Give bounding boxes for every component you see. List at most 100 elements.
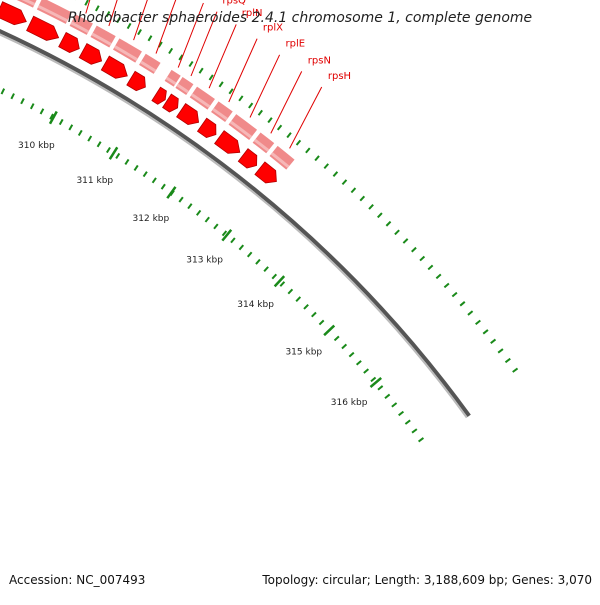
- gene-leader-line: [228, 38, 258, 103]
- inner-track-tick: [221, 230, 228, 237]
- kbp-tick: [108, 146, 119, 160]
- inner-track-tick: [404, 419, 411, 425]
- inner-track-tick: [384, 393, 391, 399]
- inner-track-tick: [295, 296, 302, 302]
- gene-band-rplB: [36, 0, 72, 24]
- outer-track-tick: [178, 54, 184, 61]
- inner-track-tick: [49, 113, 54, 120]
- inner-track-tick: [363, 368, 370, 374]
- inner-track-tick: [411, 428, 418, 434]
- cds-arrow-rplB: [26, 15, 60, 41]
- gene-label-rplN: rplN: [242, 8, 263, 19]
- outer-track-tick: [157, 41, 163, 48]
- gene-band-rplX: [211, 101, 233, 123]
- gene-band-highlight: [140, 60, 157, 73]
- gene-band-rplV: [90, 25, 116, 48]
- kbp-tick: [166, 186, 177, 199]
- outer-track-tick: [116, 16, 121, 24]
- gene-band-highlight: [91, 32, 112, 46]
- gene-label-rpsQ: rpsQ: [222, 0, 246, 6]
- inner-track-tick: [29, 103, 35, 110]
- gene-leader-line: [177, 2, 204, 68]
- outer-track-tick: [459, 301, 466, 307]
- cds-arrow-rplX: [196, 117, 217, 139]
- inner-track-tick: [77, 129, 83, 137]
- gene-leader-line: [85, 0, 91, 14]
- kbp-tick: [221, 229, 233, 242]
- kbp-tick-label: 310 kbp: [18, 141, 55, 151]
- outer-track-tick: [286, 132, 292, 139]
- inner-track-tick: [333, 335, 340, 342]
- outer-track-tick: [238, 95, 244, 102]
- gene-band-rpsN: [252, 132, 275, 154]
- inner-track-tick: [255, 258, 261, 265]
- kbp-tick-label: 313 kbp: [186, 255, 223, 265]
- inner-track-tick: [187, 203, 193, 210]
- gene-band-highlight: [212, 107, 228, 121]
- gene-band-highlight: [21, 0, 36, 6]
- inner-track-tick: [87, 135, 93, 142]
- backbone-layer: [0, 29, 471, 419]
- gene-band-highlight: [114, 45, 138, 61]
- inner-track-tick: [39, 108, 45, 115]
- outer-track-tick: [443, 282, 450, 289]
- inner-track-tick: [287, 288, 294, 295]
- cds-arrow-rpsS: [58, 31, 80, 53]
- outer-track-tick: [435, 273, 442, 280]
- gene-band-rpsQ: [175, 76, 194, 95]
- outer-track-tick: [147, 35, 153, 42]
- inner-track-tick: [341, 343, 348, 350]
- cds-layer: [0, 1, 277, 184]
- inner-track-tick: [377, 385, 384, 391]
- outer-track-tick: [394, 229, 400, 236]
- inner-track-tick: [133, 164, 139, 172]
- inner-track-tick: [115, 152, 121, 159]
- kbp-tick: [273, 275, 286, 288]
- inner-track-tick: [318, 319, 325, 326]
- inner-track-tick: [195, 209, 202, 216]
- inner-track-tick: [238, 244, 245, 251]
- gene-band-rplN: [189, 86, 215, 110]
- gene-leader-line: [155, 0, 177, 54]
- outer-track-tick: [126, 22, 132, 30]
- gene-label-rpsH: rpsH: [328, 71, 351, 82]
- outer-track-tick: [305, 147, 311, 154]
- gene-band-highlight: [176, 83, 189, 94]
- outer-track-tick: [504, 357, 511, 364]
- cds-arrow-rpsQ: [162, 93, 179, 113]
- outer-track-tick: [105, 10, 111, 18]
- gene-band-rplW: [16, 0, 37, 8]
- inner-track-tick: [0, 88, 6, 95]
- inner-track-tick: [246, 251, 253, 258]
- cds-arrow-rpmC: [151, 86, 167, 105]
- gene-label-rplX: rplX: [263, 23, 283, 34]
- gene-band-rpmC: [164, 69, 181, 87]
- inner-track-tick: [160, 183, 166, 190]
- kbp-tick-label: 315 kbp: [285, 348, 322, 358]
- outer-track-tick: [467, 310, 474, 316]
- outer-track-tick: [188, 60, 194, 68]
- outer-track-tick: [385, 220, 392, 227]
- outer-track-tick: [512, 367, 519, 373]
- gene-leader-line: [108, 0, 118, 27]
- gene-band-highlight: [253, 138, 270, 152]
- inner-track-tick: [151, 177, 157, 184]
- outer-track-tick: [377, 212, 383, 219]
- cds-arrow-rplV: [78, 43, 103, 65]
- gene-band-highlight: [37, 4, 68, 23]
- inner-track-tick: [178, 196, 184, 203]
- inner-track-tick: [58, 118, 64, 126]
- gene-label-layer: rplCrplDrplWrplBrpsSrplVrpsCrplPrpmCrpsQ…: [85, 0, 351, 149]
- outer-track-tick: [276, 124, 283, 131]
- map-title: Rhodobacter sphaeroides 2.4.1 chromosome…: [67, 10, 533, 26]
- outer-track-tick: [218, 81, 224, 88]
- outer-track-tick: [95, 5, 100, 12]
- outer-track-tick: [451, 291, 458, 298]
- inner-track-tick: [213, 223, 219, 230]
- outer-track-tick: [475, 319, 481, 326]
- outer-track-tick: [295, 139, 302, 146]
- gene-band-rpsS: [69, 14, 93, 35]
- kbp-tick-label: 311 kbp: [76, 176, 113, 186]
- gene-label-rpsN: rpsN: [308, 55, 331, 66]
